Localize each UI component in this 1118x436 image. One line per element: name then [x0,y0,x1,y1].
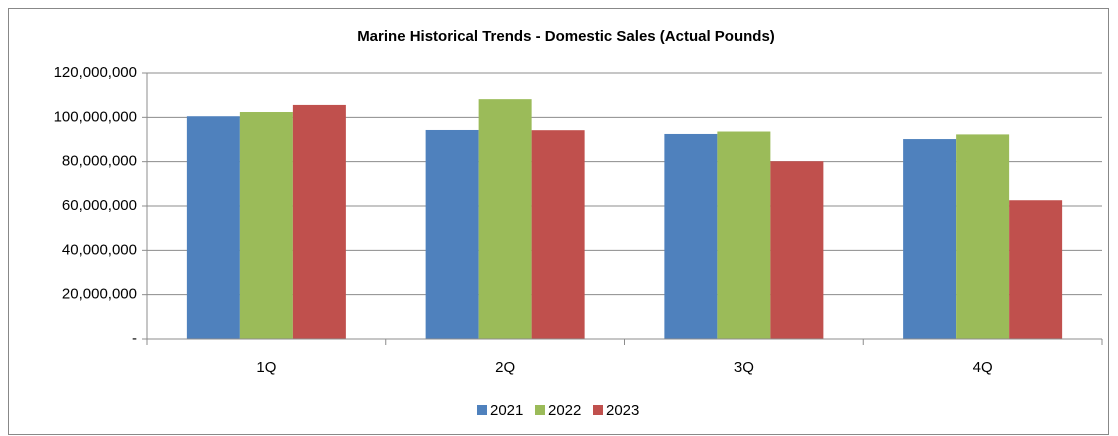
legend-swatch [535,405,545,415]
bar [664,133,718,339]
y-tick-label: - [132,330,137,347]
bar [956,134,1010,339]
y-tick-label: 60,000,000 [62,197,137,214]
y-tick-label: 100,000,000 [54,108,137,125]
legend-label: 2022 [548,402,581,419]
y-tick-label: 80,000,000 [62,153,137,170]
legend-swatch [593,405,603,415]
x-tick-label: 3Q [734,359,754,376]
bar [1009,200,1063,339]
bar [531,130,585,339]
legend-label: 2021 [490,402,523,419]
bar [292,104,346,339]
legend-swatch [477,405,487,415]
x-tick-label: 1Q [256,359,276,376]
bar [903,139,957,339]
y-tick-label: 40,000,000 [62,241,137,258]
y-tick-label: 120,000,000 [54,64,137,81]
x-tick-label: 2Q [495,359,515,376]
legend-label: 2023 [606,402,639,419]
y-tick-label: 20,000,000 [62,286,137,303]
chart-title: Marine Historical Trends - Domestic Sale… [357,28,775,45]
bar [478,99,532,339]
bar [425,129,479,339]
bar [717,131,771,339]
bar [770,161,824,339]
bar [186,116,240,339]
x-tick-label: 4Q [973,359,993,376]
bar [239,112,293,339]
